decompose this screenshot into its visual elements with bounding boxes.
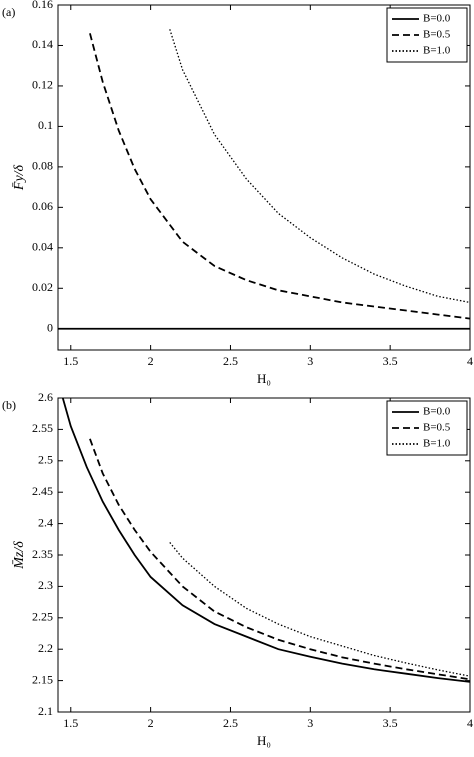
y-tick-label: 2.15 bbox=[32, 672, 53, 686]
y-tick-label: 0.16 bbox=[32, 0, 53, 11]
y-tick-label: 0.1 bbox=[38, 118, 53, 132]
x-axis-label: H₀ bbox=[257, 733, 271, 748]
x-tick-label: 1.5 bbox=[63, 716, 78, 730]
y-tick-label: 2.3 bbox=[38, 578, 53, 592]
y-tick-label: 2.45 bbox=[32, 484, 53, 498]
y-tick-label: 0.04 bbox=[32, 240, 53, 254]
y-tick-label: 2.5 bbox=[38, 453, 53, 467]
y-tick-label: 0.14 bbox=[32, 37, 53, 51]
x-tick-label: 2.5 bbox=[223, 716, 238, 730]
legend-label: B=0.0 bbox=[423, 13, 451, 25]
legend-label: B=1.0 bbox=[423, 438, 451, 450]
x-tick-label: 2.5 bbox=[223, 354, 238, 368]
y-tick-label: 0.12 bbox=[32, 78, 53, 92]
series-line bbox=[89, 438, 471, 681]
y-tick-label: 2.4 bbox=[38, 515, 53, 529]
series-line bbox=[169, 29, 471, 304]
x-tick-label: 2 bbox=[148, 354, 154, 368]
x-axis-label: H₀ bbox=[257, 371, 271, 386]
x-tick-label: 1.5 bbox=[63, 354, 78, 368]
x-tick-label: 3 bbox=[307, 716, 313, 730]
x-tick-label: 3 bbox=[307, 354, 313, 368]
y-tick-label: 2.2 bbox=[38, 641, 53, 655]
y-tick-label: 0 bbox=[47, 321, 53, 335]
series-line bbox=[169, 542, 471, 677]
y-tick-label: 0.06 bbox=[32, 199, 53, 213]
x-tick-label: 3.5 bbox=[383, 354, 398, 368]
y-tick-label: 2.35 bbox=[32, 547, 53, 561]
x-tick-label: 4 bbox=[467, 716, 473, 730]
y-tick-label: 0.08 bbox=[32, 159, 53, 173]
y-tick-label: 2.1 bbox=[38, 704, 53, 718]
legend-box bbox=[386, 7, 468, 63]
series-line bbox=[61, 397, 471, 683]
y-tick-label: 2.6 bbox=[38, 390, 53, 404]
panel-label: (a) bbox=[2, 5, 15, 19]
legend-label: B=0.5 bbox=[423, 29, 451, 41]
y-axis-label: M̄z/δ bbox=[12, 541, 27, 570]
legend-label: B=0.5 bbox=[423, 422, 451, 434]
x-tick-label: 2 bbox=[148, 716, 154, 730]
legend-label: B=1.0 bbox=[423, 45, 451, 57]
y-tick-label: 0.02 bbox=[32, 280, 53, 294]
legend-label: B=0.0 bbox=[423, 406, 451, 418]
series-line bbox=[89, 33, 471, 320]
x-tick-label: 3.5 bbox=[383, 716, 398, 730]
y-axis-label: F̄y/δ bbox=[12, 164, 27, 191]
y-tick-label: 2.55 bbox=[32, 421, 53, 435]
x-tick-label: 4 bbox=[467, 354, 473, 368]
plot-frame bbox=[57, 4, 471, 351]
legend-box bbox=[386, 400, 468, 456]
panel-label: (b) bbox=[2, 398, 16, 412]
y-tick-label: 2.25 bbox=[32, 610, 53, 624]
